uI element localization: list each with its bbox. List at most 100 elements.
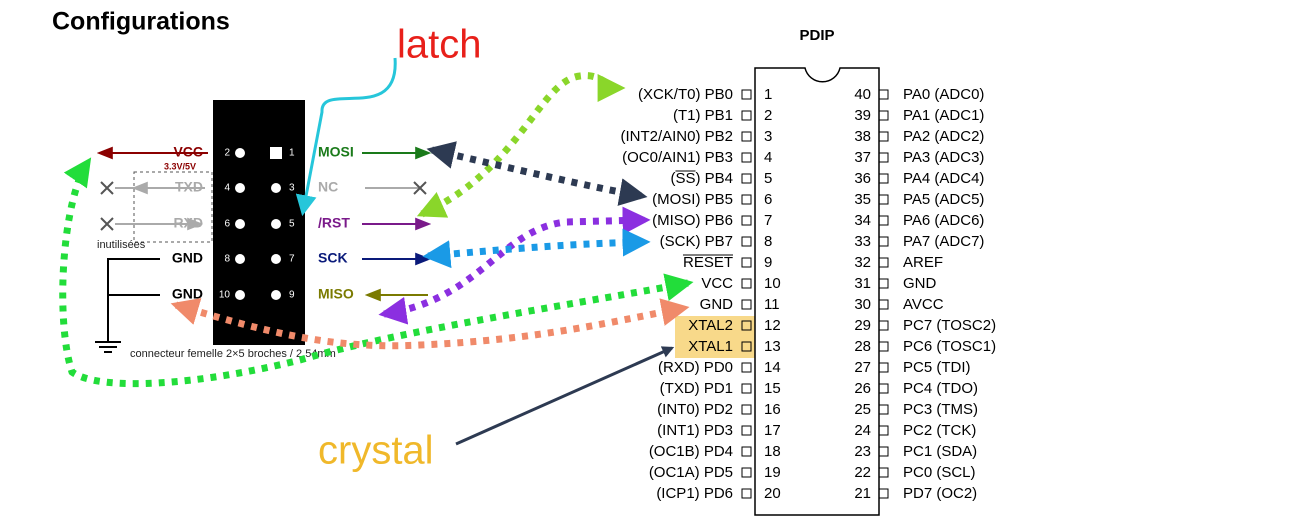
- pin-label: PC5 (TDI): [903, 359, 971, 376]
- pin-label: GND: [903, 275, 937, 292]
- pin-label: PC7 (TOSC2): [903, 317, 996, 334]
- pin-label: PA2 (ADC2): [903, 128, 984, 145]
- crystal-label: crystal: [318, 429, 434, 473]
- pin-hole: [235, 183, 245, 193]
- pin-square: [878, 425, 889, 436]
- pin-hole: [235, 290, 245, 300]
- chip-body: [754, 67, 880, 516]
- pin-number: 25: [854, 401, 871, 418]
- pin-number: 34: [854, 212, 871, 229]
- pin-label: PC3 (TMS): [903, 401, 978, 418]
- pin-label: (INT1) PD3: [657, 422, 733, 439]
- pin-square: [741, 341, 752, 352]
- pin-label: (SCK) PB7: [660, 233, 733, 250]
- pin-square: [878, 110, 889, 121]
- pin-number: 7: [764, 212, 772, 229]
- pin-number: 3: [289, 183, 295, 194]
- pin-label: (INT2/AIN0) PB2: [620, 128, 733, 145]
- pin-label: PA1 (ADC1): [903, 107, 984, 124]
- pin-number: 27: [854, 359, 871, 376]
- mosi-link: [426, 141, 648, 206]
- pin-hole: [271, 183, 281, 193]
- pin-label: PA6 (ADC6): [903, 212, 984, 229]
- pin-number: 8: [224, 254, 230, 265]
- package-label: PDIP: [799, 27, 834, 44]
- signal-label: NC: [318, 179, 338, 195]
- pin-label: PC0 (SCL): [903, 464, 976, 481]
- connector-caption: connecteur femelle 2×5 broches / 2.54mm: [130, 348, 336, 360]
- pin-square: [741, 236, 752, 247]
- signal-label: MISO: [318, 286, 354, 302]
- pin-label: PA3 (ADC3): [903, 149, 984, 166]
- pin-square: [741, 110, 752, 121]
- voltage-note: 3.3V/5V: [164, 161, 196, 171]
- pin-label: PC1 (SDA): [903, 443, 977, 460]
- pin-square: [741, 446, 752, 457]
- pin-label: AVCC: [903, 296, 944, 313]
- pin-square: [878, 404, 889, 415]
- pin-label: PA0 (ADC0): [903, 86, 984, 103]
- pin-square: [878, 341, 889, 352]
- pin-number: 7: [289, 254, 295, 265]
- rst-link: [416, 72, 626, 218]
- pin-square: [878, 362, 889, 373]
- page-title: Configurations: [52, 8, 230, 36]
- pin-number: 10: [219, 290, 231, 301]
- pin-label: PC6 (TOSC1): [903, 338, 996, 355]
- signal-label: VCC: [173, 144, 203, 160]
- pin-number: 37: [854, 149, 871, 166]
- pin-number: 16: [764, 401, 781, 418]
- pin-label: AREF: [903, 254, 943, 271]
- signal-label: MOSI: [318, 144, 354, 160]
- pin-number: 9: [764, 254, 772, 271]
- pin-number: 20: [764, 485, 781, 502]
- connector: 3.3V/5V inutilisées connecteur femelle 2…: [95, 100, 432, 360]
- pin-hole: [271, 290, 281, 300]
- pin-number: 1: [764, 86, 772, 103]
- pin-label: XTAL1: [688, 338, 733, 355]
- pin-number: 6: [224, 219, 230, 230]
- pin-number: 18: [764, 443, 781, 460]
- pin-number: 22: [854, 464, 871, 481]
- pin-square: [741, 320, 752, 331]
- pin-number: 21: [854, 485, 871, 502]
- pin-hole: [271, 254, 281, 264]
- signal-label: RXD: [173, 215, 203, 231]
- pin-square: [878, 467, 889, 478]
- pin-number: 40: [854, 86, 871, 103]
- pin-square: [878, 152, 889, 163]
- crystal-arrow: [455, 346, 675, 446]
- pin-number: 1: [289, 148, 295, 159]
- pin-label: (OC0/AIN1) PB3: [622, 149, 733, 166]
- pin-number: 3: [764, 128, 772, 145]
- pin-number: 24: [854, 422, 871, 439]
- pin-number: 35: [854, 191, 871, 208]
- pin-number: 2: [224, 148, 230, 159]
- pin-square: [878, 488, 889, 499]
- pin-hole: [270, 147, 282, 159]
- pin-square: [741, 425, 752, 436]
- pin-number: 5: [764, 170, 772, 187]
- pin-square: [878, 299, 889, 310]
- pin-square: [878, 446, 889, 457]
- pin-square: [878, 89, 889, 100]
- ground-wires: [95, 258, 160, 353]
- pin-label: PC4 (TDO): [903, 380, 978, 397]
- signal-label: TXD: [175, 179, 203, 195]
- pin-number: 4: [764, 149, 772, 166]
- pin-square: [741, 383, 752, 394]
- pin-hole: [235, 219, 245, 229]
- pin-number: 19: [764, 464, 781, 481]
- pin-square: [741, 467, 752, 478]
- pin-number: 10: [764, 275, 781, 292]
- unused-note: inutilisées: [97, 239, 146, 251]
- pin-label: (RXD) PD0: [658, 359, 733, 376]
- pin-number: 6: [764, 191, 772, 208]
- pin-number: 32: [854, 254, 871, 271]
- pin-square: [878, 236, 889, 247]
- pin-label: PA5 (ADC5): [903, 191, 984, 208]
- pin-label: (OC1A) PD5: [649, 464, 733, 481]
- pin-square: [878, 194, 889, 205]
- pin-label: (INT0) PD2: [657, 401, 733, 418]
